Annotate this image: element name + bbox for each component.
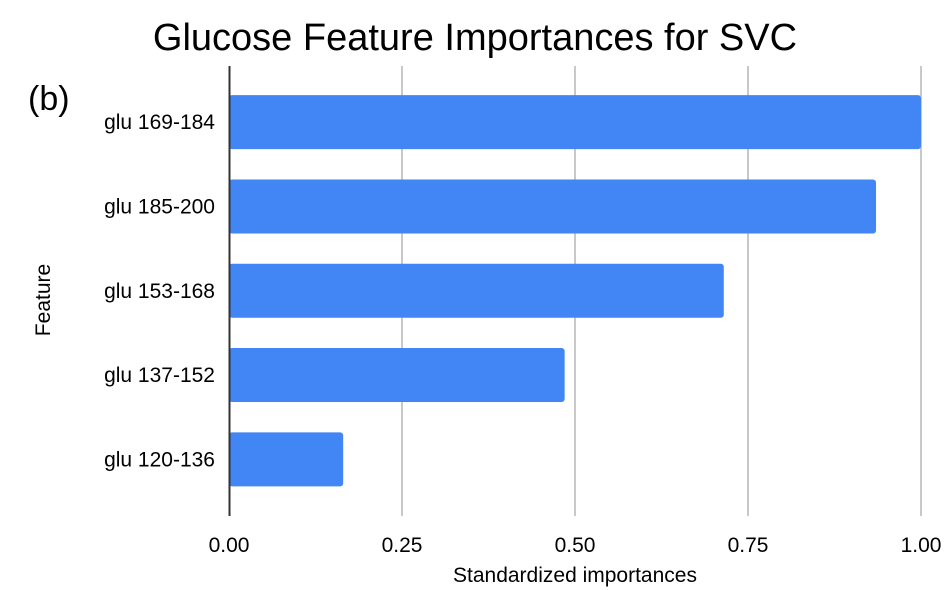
y-tick-label: glu 153-168 [104, 280, 215, 303]
x-tick-labels: 0.00 0.25 0.50 0.75 1.00 [209, 534, 942, 557]
chart-title: Glucose Feature Importances for SVC [153, 17, 797, 59]
bar [229, 263, 724, 318]
panel-label: (b) [28, 80, 70, 118]
bars [229, 95, 921, 487]
x-tick-label: 0.00 [209, 534, 250, 557]
y-tick-label: glu 169-184 [104, 111, 215, 134]
y-tick-label: glu 137-152 [104, 364, 215, 387]
y-tick-label: glu 120-136 [104, 448, 215, 471]
y-tick-labels: glu 169-184 glu 185-200 glu 153-168 glu 137… [104, 111, 215, 471]
x-tick-label: 1.00 [901, 534, 942, 557]
y-tick-label: glu 185-200 [104, 195, 215, 218]
x-tick-label: 0.25 [382, 534, 423, 557]
bar [229, 348, 565, 403]
bar [229, 179, 877, 234]
bar [229, 95, 921, 150]
x-axis-title: Standardized importances [453, 564, 697, 587]
x-tick-label: 0.75 [728, 534, 769, 557]
y-axis-title: Feature [32, 264, 55, 336]
x-tick-label: 0.50 [555, 534, 596, 557]
bar [229, 432, 344, 487]
